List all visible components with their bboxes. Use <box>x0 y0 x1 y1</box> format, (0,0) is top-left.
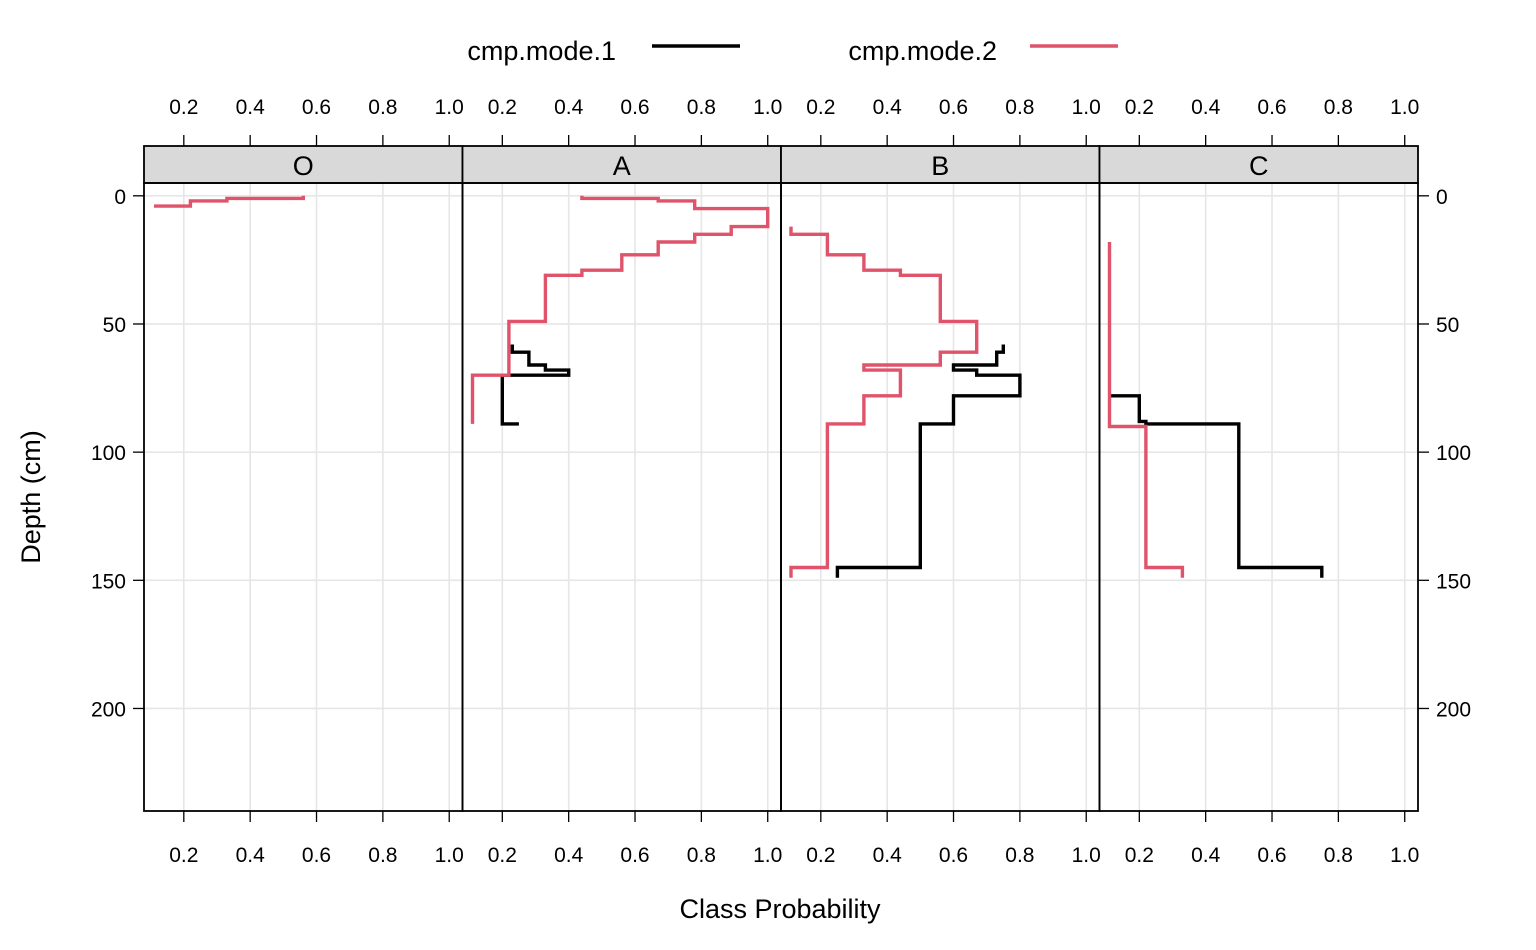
strip-header <box>1098 145 1419 184</box>
axis-ticks: 0.2 0.2 0.4 0.4 0.6 0.6 0.8 0.8 1.0 1.0 0.2 0.2 0.4 0… <box>91 96 1471 867</box>
x-tick-label-top: 0.2 <box>169 96 198 119</box>
y-tick-label-left: 100 <box>91 442 126 465</box>
x-tick-label-top: 0.6 <box>302 96 331 119</box>
strip-label: O <box>293 151 314 181</box>
y-tick-label-left: 50 <box>103 314 126 337</box>
x-tick-label-top: 0.2 <box>806 96 835 119</box>
y-tick-label-right: 100 <box>1436 442 1471 465</box>
x-tick-label-bottom: 0.8 <box>1324 844 1353 867</box>
panel-frame <box>461 182 782 812</box>
y-tick-label-left: 200 <box>91 698 126 721</box>
x-tick-label-bottom: 0.4 <box>554 844 584 867</box>
series-line-cmp-mode-1-panel-c <box>1109 394 1324 578</box>
x-tick-label-bottom: 0.4 <box>1191 844 1221 867</box>
strip-label: C <box>1249 151 1269 181</box>
strip-header <box>780 145 1101 184</box>
series-line-cmp-mode-2-panel-a <box>470 195 770 424</box>
y-tick-label-left: 0 <box>114 186 126 209</box>
series-line-cmp-mode-2-panel-b <box>789 226 979 578</box>
series-lines <box>154 195 1324 578</box>
x-tick-label-bottom: 0.4 <box>236 844 266 867</box>
strip-header <box>143 145 464 184</box>
x-tick-label-bottom: 1.0 <box>1390 844 1419 867</box>
x-tick-label-bottom: 0.6 <box>302 844 331 867</box>
y-tick-label-left: 150 <box>91 570 126 593</box>
y-axis-title: Depth (cm) <box>16 430 46 564</box>
x-tick-label-top: 0.8 <box>1005 96 1034 119</box>
panel-frame <box>1098 182 1419 812</box>
x-tick-label-top: 0.2 <box>488 96 517 119</box>
x-tick-label-top: 0.4 <box>1191 96 1221 119</box>
x-tick-label-bottom: 0.8 <box>368 844 397 867</box>
x-tick-label-bottom: 0.6 <box>939 844 968 867</box>
series-line-cmp-mode-1-panel-a <box>500 344 571 426</box>
x-tick-label-bottom: 0.8 <box>1005 844 1034 867</box>
x-tick-label-top: 0.8 <box>1324 96 1353 119</box>
x-tick-label-top: 0.6 <box>620 96 649 119</box>
x-tick-label-top: 0.4 <box>873 96 903 119</box>
y-tick-label-right: 200 <box>1436 698 1471 721</box>
x-tick-label-bottom: 1.0 <box>1072 844 1101 867</box>
x-axis-title: Class Probability <box>679 894 881 924</box>
x-tick-label-top: 1.0 <box>435 96 464 119</box>
grid-lines <box>144 183 1418 811</box>
y-tick-label-right: 150 <box>1436 570 1471 593</box>
legend: cmp.mode.1 cmp.mode.2 <box>467 36 1118 66</box>
x-tick-label-bottom: 0.6 <box>1257 844 1286 867</box>
panel-frame <box>143 182 464 812</box>
x-tick-label-top: 1.0 <box>1072 96 1101 119</box>
x-tick-label-top: 1.0 <box>753 96 782 119</box>
x-tick-label-top: 0.4 <box>236 96 266 119</box>
series-line-cmp-mode-1-panel-b <box>835 344 1022 578</box>
strip-label: B <box>931 151 949 181</box>
x-tick-label-top: 0.8 <box>687 96 716 119</box>
x-tick-label-top: 0.6 <box>939 96 968 119</box>
x-tick-label-bottom: 0.8 <box>687 844 716 867</box>
series-line-cmp-mode-2-panel-o <box>154 195 305 208</box>
x-tick-label-top: 0.6 <box>1257 96 1286 119</box>
x-tick-label-top: 0.8 <box>368 96 397 119</box>
x-tick-label-bottom: 0.2 <box>488 844 517 867</box>
x-tick-label-bottom: 1.0 <box>435 844 464 867</box>
x-tick-label-bottom: 0.2 <box>169 844 198 867</box>
legend-label-1: cmp.mode.1 <box>467 36 616 66</box>
series-line-cmp-mode-2-panel-c <box>1107 242 1185 578</box>
strip-label: A <box>613 151 631 181</box>
y-tick-label-right: 50 <box>1436 314 1459 337</box>
x-tick-label-bottom: 1.0 <box>753 844 782 867</box>
x-tick-label-bottom: 0.4 <box>873 844 903 867</box>
x-tick-label-top: 1.0 <box>1390 96 1419 119</box>
x-tick-label-top: 0.2 <box>1125 96 1154 119</box>
y-tick-label-right: 0 <box>1436 186 1448 209</box>
legend-label-2: cmp.mode.2 <box>848 36 997 66</box>
x-tick-label-bottom: 0.2 <box>1125 844 1154 867</box>
x-tick-label-bottom: 0.2 <box>806 844 835 867</box>
x-tick-label-bottom: 0.6 <box>620 844 649 867</box>
x-tick-label-top: 0.4 <box>554 96 584 119</box>
